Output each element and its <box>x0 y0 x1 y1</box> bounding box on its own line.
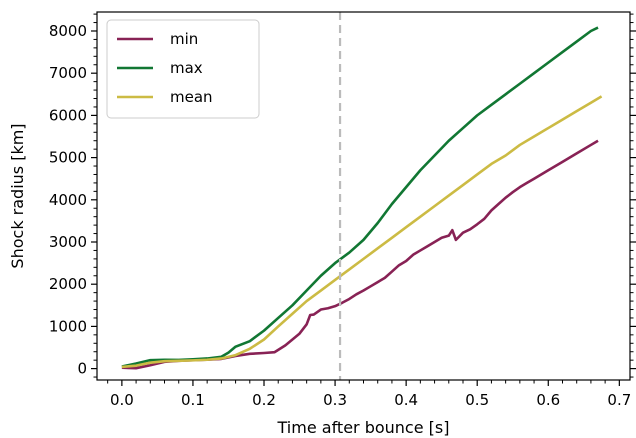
x-tick-label: 0.3 <box>323 391 347 409</box>
x-tick-label: 0.4 <box>394 391 418 409</box>
y-tick-label: 2000 <box>49 275 87 293</box>
x-tick-label: 0.6 <box>536 391 560 409</box>
y-tick-label: 5000 <box>49 149 87 167</box>
legend: min max mean <box>106 19 260 119</box>
x-axis-label: Time after bounce [s] <box>277 418 450 437</box>
x-tick-label: 0.1 <box>181 391 205 409</box>
y-tick-label: 4000 <box>49 191 87 209</box>
series-line-mean <box>121 95 603 369</box>
legend-label-max: max <box>170 59 203 77</box>
x-axis: 0.0 0.1 0.2 0.3 0.4 0.5 0.6 0.7 <box>107 380 631 409</box>
x-tick-label: 0.0 <box>110 391 134 409</box>
y-tick-label: 1000 <box>49 317 87 335</box>
legend-box <box>106 19 260 119</box>
series-line-min <box>121 139 599 370</box>
y-axis-label: Shock radius [km] <box>8 123 27 268</box>
y-tick-label: 3000 <box>49 233 87 251</box>
y-tick-label: 7000 <box>49 64 87 82</box>
y-tick-label: 8000 <box>49 22 87 40</box>
series-layer <box>121 26 603 370</box>
x-tick-label: 0.2 <box>252 391 276 409</box>
legend-label-mean: mean <box>170 88 213 106</box>
y-axis: 0 1000 2000 3000 4000 5000 6000 7000 8000 <box>49 13 636 378</box>
legend-label-min: min <box>170 30 198 48</box>
y-tick-label: 0 <box>77 360 87 378</box>
x-tick-label: 0.7 <box>607 391 631 409</box>
y-tick-label: 6000 <box>49 106 87 124</box>
x-tick-label: 0.5 <box>465 391 489 409</box>
